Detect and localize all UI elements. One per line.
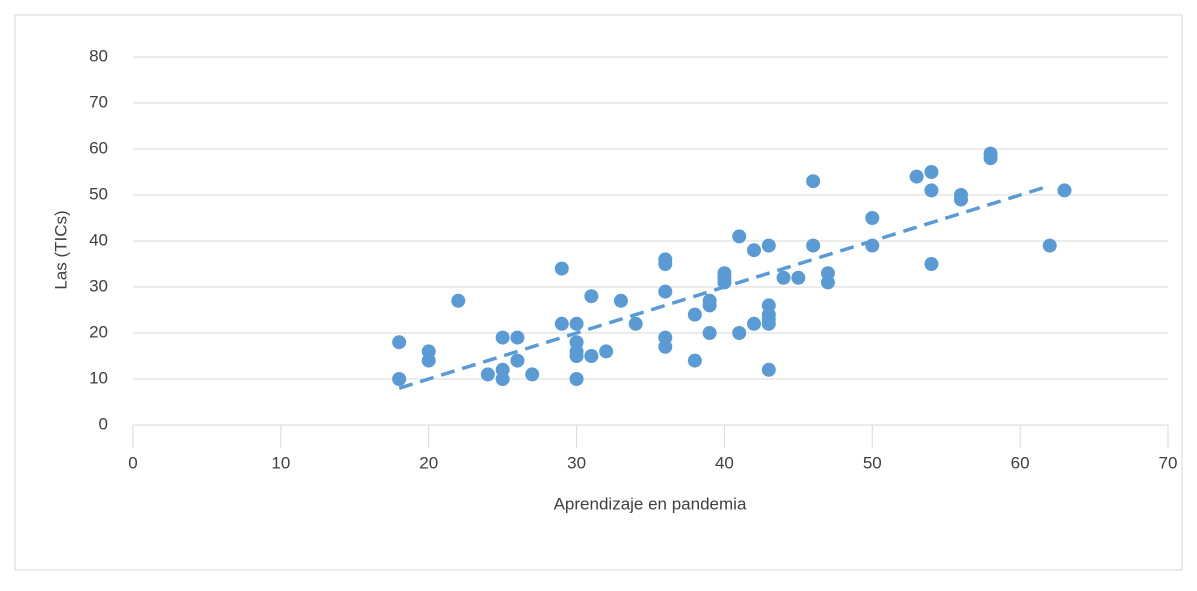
point: [1042, 238, 1057, 253]
point: [924, 183, 939, 198]
point: [747, 243, 761, 258]
point: [510, 330, 525, 345]
point: [732, 326, 747, 340]
point: [495, 362, 510, 377]
x-tick-label: 70: [1159, 453, 1178, 472]
point: [761, 298, 776, 313]
point: [954, 188, 968, 202]
point: [732, 229, 747, 244]
point: [702, 293, 717, 308]
point: [584, 289, 599, 304]
y-tick-label: 20: [89, 322, 108, 341]
point: [776, 270, 791, 285]
point: [806, 238, 821, 253]
point: [495, 330, 510, 345]
point: [820, 266, 835, 281]
y-tick-label: 70: [89, 92, 108, 111]
y-tick-label: 0: [99, 414, 108, 433]
point: [525, 367, 540, 382]
point: [569, 335, 584, 350]
y-tick-label: 80: [89, 46, 108, 65]
point: [569, 372, 584, 386]
point: [761, 238, 776, 253]
y-axis-label: Las (TICs): [51, 210, 70, 289]
point: [628, 316, 643, 331]
x-axis-label: Aprendizaje en pandemia: [554, 494, 747, 513]
x-tick-label: 30: [567, 453, 586, 472]
point: [1057, 183, 1072, 198]
x-tick-label: 50: [863, 453, 882, 472]
point: [687, 307, 702, 322]
point: [687, 353, 702, 368]
point: [909, 169, 924, 184]
chart-border: [14, 14, 1183, 571]
y-tick-label: 10: [89, 368, 108, 387]
point: [554, 261, 569, 276]
point: [421, 344, 436, 359]
point: [451, 293, 466, 308]
x-tick-label: 10: [271, 453, 290, 472]
point: [599, 344, 614, 359]
point: [658, 284, 673, 299]
point: [761, 362, 776, 377]
point: [554, 316, 569, 331]
x-tick-label: 20: [419, 453, 438, 472]
y-tick-label: 50: [89, 184, 108, 203]
point: [924, 165, 939, 179]
point: [702, 326, 717, 340]
point: [658, 330, 673, 345]
point: [584, 349, 599, 363]
point: [392, 335, 407, 350]
trendline: [398, 184, 1051, 390]
point: [658, 252, 673, 267]
x-tick-label: 0: [128, 453, 137, 472]
point: [569, 316, 584, 331]
x-tick-label: 60: [1011, 453, 1030, 472]
point: [392, 372, 407, 386]
y-tick-label: 30: [89, 276, 108, 295]
point: [510, 353, 525, 368]
point: [747, 316, 761, 331]
point: [806, 174, 821, 189]
point: [924, 257, 939, 271]
point: [480, 367, 495, 382]
point: [717, 266, 732, 281]
point: [613, 293, 628, 308]
point: [983, 146, 998, 161]
y-tick-label: 40: [89, 230, 108, 249]
point: [791, 270, 806, 285]
y-tick-label: 60: [89, 138, 108, 157]
x-tick-label: 40: [715, 453, 734, 472]
point: [865, 211, 880, 225]
